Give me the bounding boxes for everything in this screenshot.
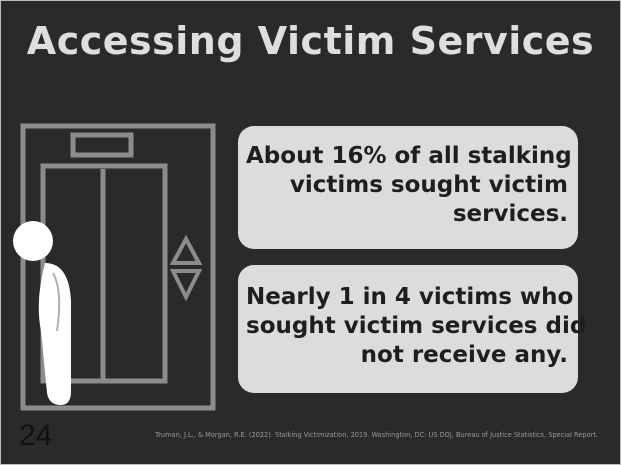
callout: About 16% of all stalking victims sought…: [238, 126, 578, 249]
callout-line: About 16% of all stalking: [246, 142, 568, 171]
page-number: 24: [19, 419, 52, 453]
callout-line: not receive any.: [246, 341, 568, 370]
callout-line: Nearly 1 in 4 victims who: [246, 283, 568, 312]
title: Accessing Victim Services: [1, 19, 620, 63]
callout-line: sought victim services did: [246, 312, 568, 341]
citation: Truman, J.L., & Morgan, R.E. (2022). Sta…: [155, 431, 598, 439]
callout: Nearly 1 in 4 victims who sought victim …: [238, 265, 578, 393]
elevator-illustration: [1, 1, 231, 421]
callout-line: victims sought victim: [246, 171, 568, 200]
callout-line: services.: [246, 200, 568, 229]
slide: Accessing Victim Services About 16% of a…: [0, 0, 621, 465]
